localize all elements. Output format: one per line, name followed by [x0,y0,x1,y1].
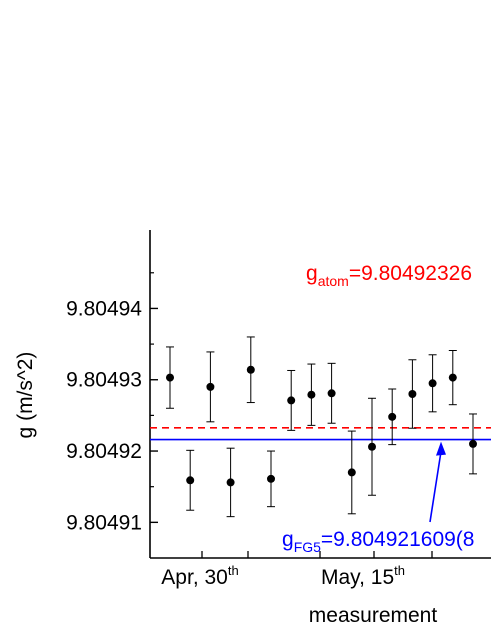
x-tick-label: Apr, 30th [161,563,238,589]
x-axis-ticks: Apr, 30th May, 15th [161,551,433,589]
data-point [246,365,255,374]
y-tick-label: 9.80492 [66,440,142,463]
reference-lines [150,426,491,441]
data-point [368,442,376,451]
y-axis-title: g (m/s^2) [14,352,37,439]
data-point [206,382,215,391]
annotations: gatom=9.80492326 gFG5=9.804921609(8 [282,262,474,555]
x-axis-title: measurement [309,604,438,627]
y-tick-label: 9.80494 [66,297,142,320]
data-point [287,396,296,405]
atom-annotation: gatom=9.80492326 [306,262,472,289]
data-point [408,390,417,398]
y-axis-ticks: 9.80491 9.80492 9.80493 9.80494 [66,272,158,534]
data-point [267,474,275,483]
fg5-annotation: gFG5=9.804921609(8 [282,528,474,555]
data-point [166,373,174,382]
data-point [388,412,397,421]
fg5-arrow-head [436,441,446,456]
data-point [347,468,356,477]
fg5-arrow-shaft [429,451,442,523]
data-point [469,439,477,448]
x-tick-label: May, 15th [321,563,405,589]
data-point [226,478,235,487]
data-point [327,389,336,398]
data-point [448,373,457,382]
y-tick-label: 9.80493 [66,369,142,392]
data-point [186,476,195,485]
data-points [166,336,477,518]
data-point [307,390,316,399]
y-tick-label: 9.80491 [66,511,142,534]
data-point [428,379,437,388]
